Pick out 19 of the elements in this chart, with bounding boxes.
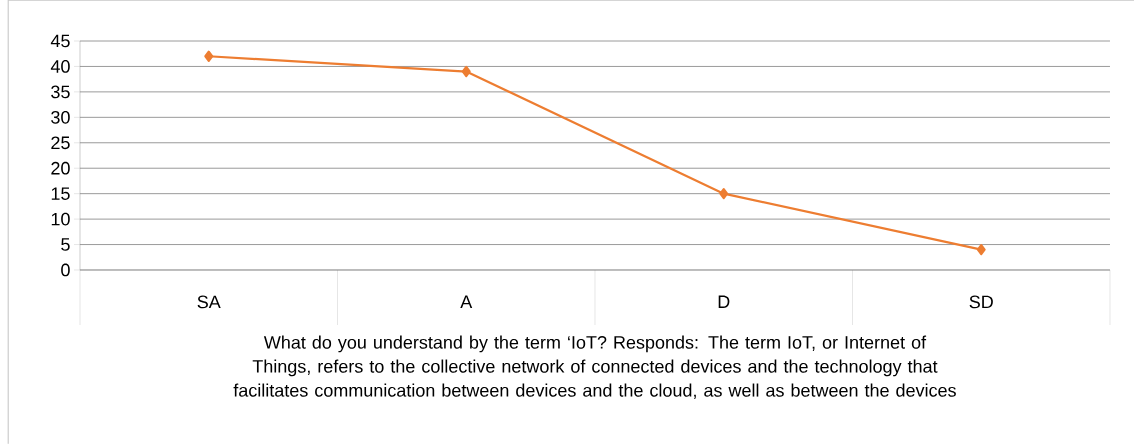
x-tick-label: D — [718, 295, 730, 308]
point — [461, 65, 471, 78]
x-tick-label: SD — [969, 295, 993, 309]
x-tick-label: SA — [197, 295, 221, 309]
y-tick-label: 35 — [51, 85, 70, 99]
y-tick-label: 10 — [51, 212, 70, 226]
y-tick-label: 5 — [61, 238, 70, 251]
y-tick-label: 15 — [51, 187, 70, 200]
point — [976, 244, 986, 256]
x-axis-title: What do you understand by the term ‘IoT? Responds: The term IoT, or Internet of Things, refers to the collective network of connected devices and the technology that facilitates communication between devices and the cloud, as well as between the devices — [233, 335, 956, 399]
point — [719, 188, 729, 200]
y-tick-label: 0 — [61, 263, 70, 277]
x-tick-label: A — [460, 295, 473, 308]
y-tick-label: 40 — [50, 60, 70, 73]
y-tick-label: 30 — [51, 110, 70, 124]
y-tick-label: 45 — [50, 34, 70, 48]
point — [204, 50, 214, 62]
y-tick-label: 25 — [51, 136, 70, 150]
y-tick-label: 20 — [51, 161, 70, 175]
